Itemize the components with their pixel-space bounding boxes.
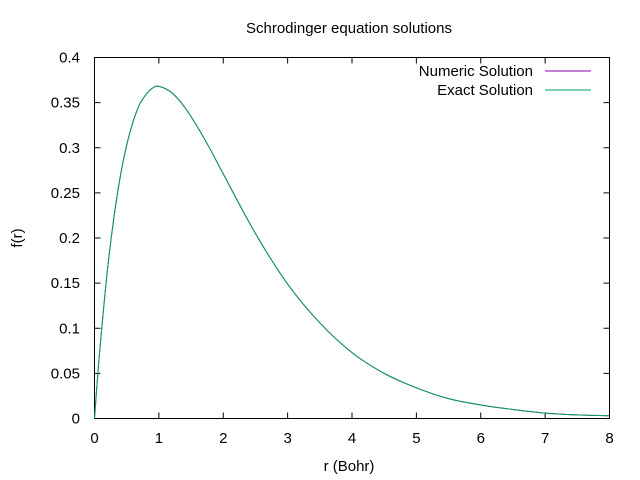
plot-frame <box>94 57 610 419</box>
y-tick-label: 0.1 <box>59 320 80 337</box>
legend-label: Exact Solution <box>437 82 533 99</box>
series-layer <box>94 85 610 419</box>
y-tick-label: 0.3 <box>59 140 80 157</box>
x-tick-label: 8 <box>605 430 613 447</box>
y-tick-label: 0.2 <box>59 230 80 247</box>
x-tick-label: 4 <box>348 430 356 447</box>
chart-title: Schrodinger equation solutions <box>246 20 452 37</box>
y-axis-label: f(r) <box>9 228 26 247</box>
x-tick-label: 5 <box>412 430 420 447</box>
x-axis-label: r (Bohr) <box>324 458 375 475</box>
x-tick-label: 2 <box>219 430 227 447</box>
x-axis: 0 1 2 3 4 5 6 7 8 <box>90 57 614 447</box>
y-tick-label: 0.4 <box>59 50 80 67</box>
legend: Numeric Solution Exact Solution <box>419 63 591 99</box>
y-axis: 0 0.05 0.1 0.15 0.2 0.25 0.3 0.35 0.4 <box>51 50 610 428</box>
series-line-0 <box>94 85 610 419</box>
y-tick-label: 0.15 <box>51 275 80 292</box>
y-tick-label: 0.35 <box>51 95 80 112</box>
x-tick-label: 6 <box>477 430 485 447</box>
x-tick-label: 1 <box>155 430 163 447</box>
y-tick-label: 0.05 <box>51 365 80 382</box>
x-tick-label: 7 <box>541 430 549 447</box>
x-tick-label: 0 <box>90 430 98 447</box>
legend-label: Numeric Solution <box>419 63 533 80</box>
y-tick-label: 0.25 <box>51 185 80 202</box>
x-tick-label: 3 <box>283 430 291 447</box>
y-tick-label: 0 <box>72 411 80 428</box>
series-line-1 <box>94 85 610 419</box>
